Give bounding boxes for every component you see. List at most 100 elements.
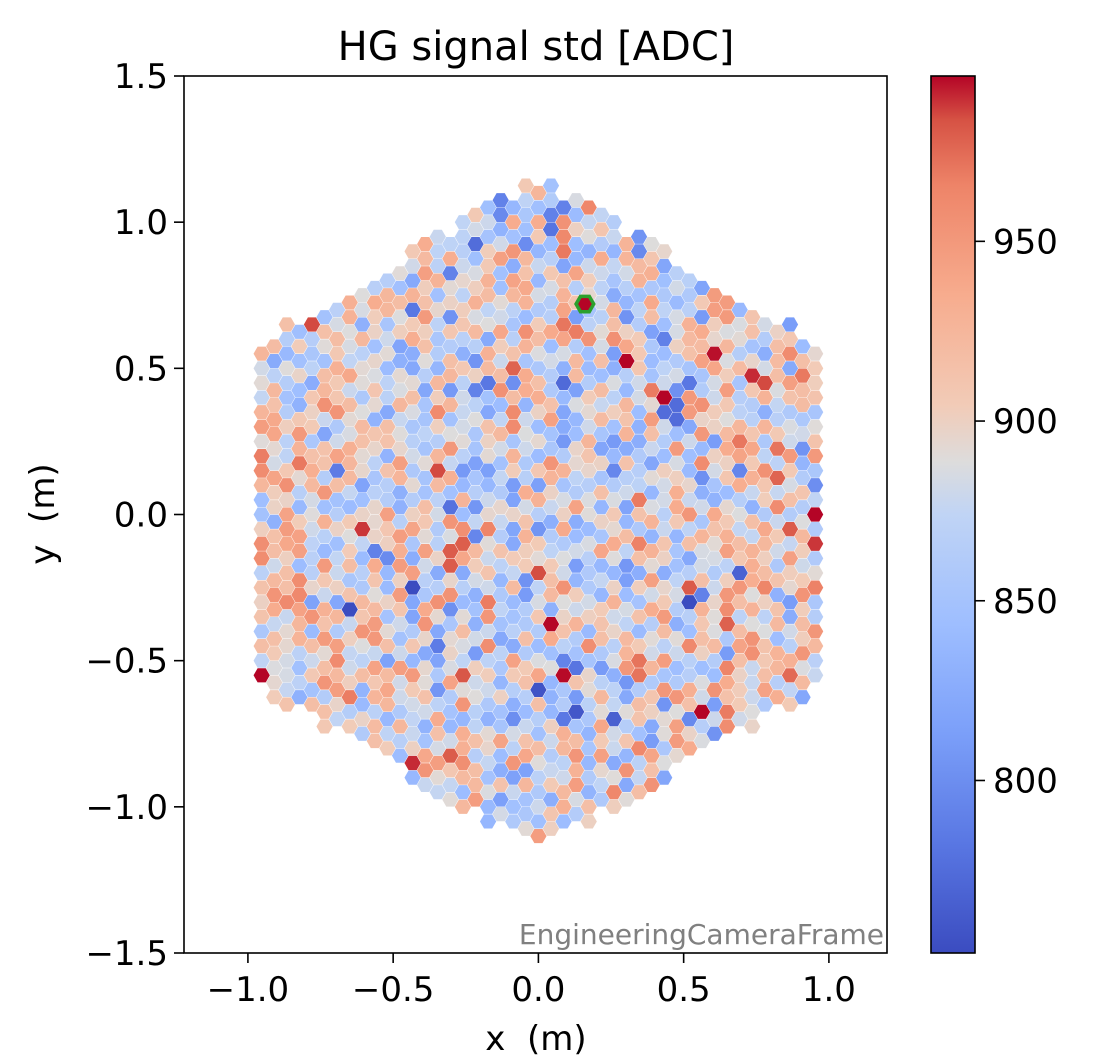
camera-pixel — [341, 573, 358, 588]
camera-pixel — [706, 712, 723, 727]
camera-pixel — [442, 558, 459, 573]
camera-pixel — [605, 697, 623, 712]
camera-pixel — [731, 346, 748, 361]
camera-pixel — [568, 251, 585, 266]
camera-pixel — [253, 448, 270, 464]
camera-pixel — [479, 317, 497, 332]
camera-pixel — [555, 522, 572, 537]
camera-pixel — [568, 631, 585, 646]
camera-pixel — [744, 558, 761, 573]
camera-pixel — [316, 310, 333, 325]
camera-pixel — [479, 288, 497, 303]
camera-pixel — [744, 660, 761, 676]
camera-pixel — [618, 470, 635, 486]
camera-pixel — [693, 573, 711, 588]
camera-pixel — [303, 390, 321, 405]
camera-pixel — [505, 258, 522, 274]
camera-pixel — [329, 653, 346, 668]
camera-pixel — [618, 690, 635, 705]
camera-pixel — [656, 712, 673, 727]
camera-pixel — [379, 492, 396, 507]
camera-pixel — [693, 280, 711, 296]
camera-pixel — [681, 580, 698, 595]
camera-pixel — [329, 595, 346, 610]
camera-pixel — [366, 368, 384, 383]
camera-pixel — [542, 339, 560, 354]
camera-pixel — [429, 317, 446, 332]
camera-pixel — [643, 251, 660, 266]
camera-pixel — [354, 507, 371, 522]
camera-pixel — [643, 266, 660, 281]
camera-pixel — [643, 295, 660, 310]
camera-pixel — [492, 441, 509, 456]
camera-pixel — [429, 288, 446, 303]
camera-pixel — [479, 507, 497, 522]
camera-pixel — [630, 434, 648, 449]
camera-pixel — [781, 375, 799, 391]
camera-pixel — [693, 704, 711, 719]
camera-pixel — [479, 522, 497, 537]
camera-pixel — [442, 324, 459, 339]
camera-pixel — [479, 492, 497, 507]
camera-pixel — [454, 375, 472, 391]
camera-pixel — [530, 317, 547, 332]
camera-pixel — [643, 573, 660, 588]
camera-pixel — [479, 405, 497, 420]
camera-pixel — [454, 712, 472, 727]
camera-pixel — [605, 551, 623, 566]
camera-pixel — [429, 492, 446, 507]
camera-pixel — [530, 682, 547, 697]
camera-pixel — [467, 573, 484, 588]
camera-pixel — [618, 339, 635, 354]
camera-pixel — [517, 280, 534, 296]
camera-pixel — [693, 514, 711, 529]
camera-pixel — [668, 748, 685, 763]
camera-pixel — [744, 704, 761, 719]
camera-pixel — [568, 280, 585, 296]
camera-pixel — [404, 712, 421, 727]
camera-pixel — [354, 346, 371, 361]
camera-pixel — [492, 485, 509, 500]
camera-pixel — [568, 266, 585, 281]
camera-pixel — [429, 405, 446, 420]
camera-pixel — [668, 675, 685, 690]
camera-pixel — [542, 792, 560, 807]
camera-pixel — [517, 207, 534, 222]
camera-pixel — [630, 492, 648, 507]
camera-pixel — [341, 529, 358, 544]
camera-pixel — [542, 353, 560, 369]
camera-pixel — [354, 288, 371, 303]
camera-pixel — [404, 419, 421, 434]
camera-pixel — [530, 712, 547, 727]
camera-pixel — [593, 748, 610, 763]
camera-pixel — [429, 390, 446, 405]
camera-pixel — [605, 712, 623, 727]
camera-pixel — [756, 434, 773, 449]
camera-pixel — [316, 456, 333, 471]
camera-pixel — [404, 258, 421, 274]
camera-pixel — [530, 185, 547, 201]
camera-pixel — [744, 397, 761, 412]
camera-pixel — [467, 748, 484, 763]
camera-pixel — [479, 595, 497, 610]
camera-pixel — [479, 609, 497, 624]
camera-pixel — [253, 405, 270, 420]
camera-pixel — [643, 500, 660, 515]
camera-pixel — [492, 368, 509, 383]
camera-pixel — [769, 324, 786, 339]
camera-pixel — [391, 748, 409, 763]
camera-pixel — [329, 361, 346, 376]
camera-pixel — [517, 353, 534, 369]
camera-pixel — [517, 821, 534, 836]
camera-pixel — [731, 317, 748, 332]
camera-pixel — [731, 536, 748, 551]
camera-pixel — [479, 346, 497, 361]
camera-pixel — [756, 638, 773, 654]
camera-pixel — [555, 507, 572, 522]
camera-pixel — [593, 704, 610, 719]
camera-pixel — [366, 631, 384, 646]
camera-pixel — [429, 595, 446, 610]
camera-pixel — [492, 704, 509, 719]
camera-pixel — [329, 390, 346, 405]
camera-pixel — [593, 310, 610, 325]
